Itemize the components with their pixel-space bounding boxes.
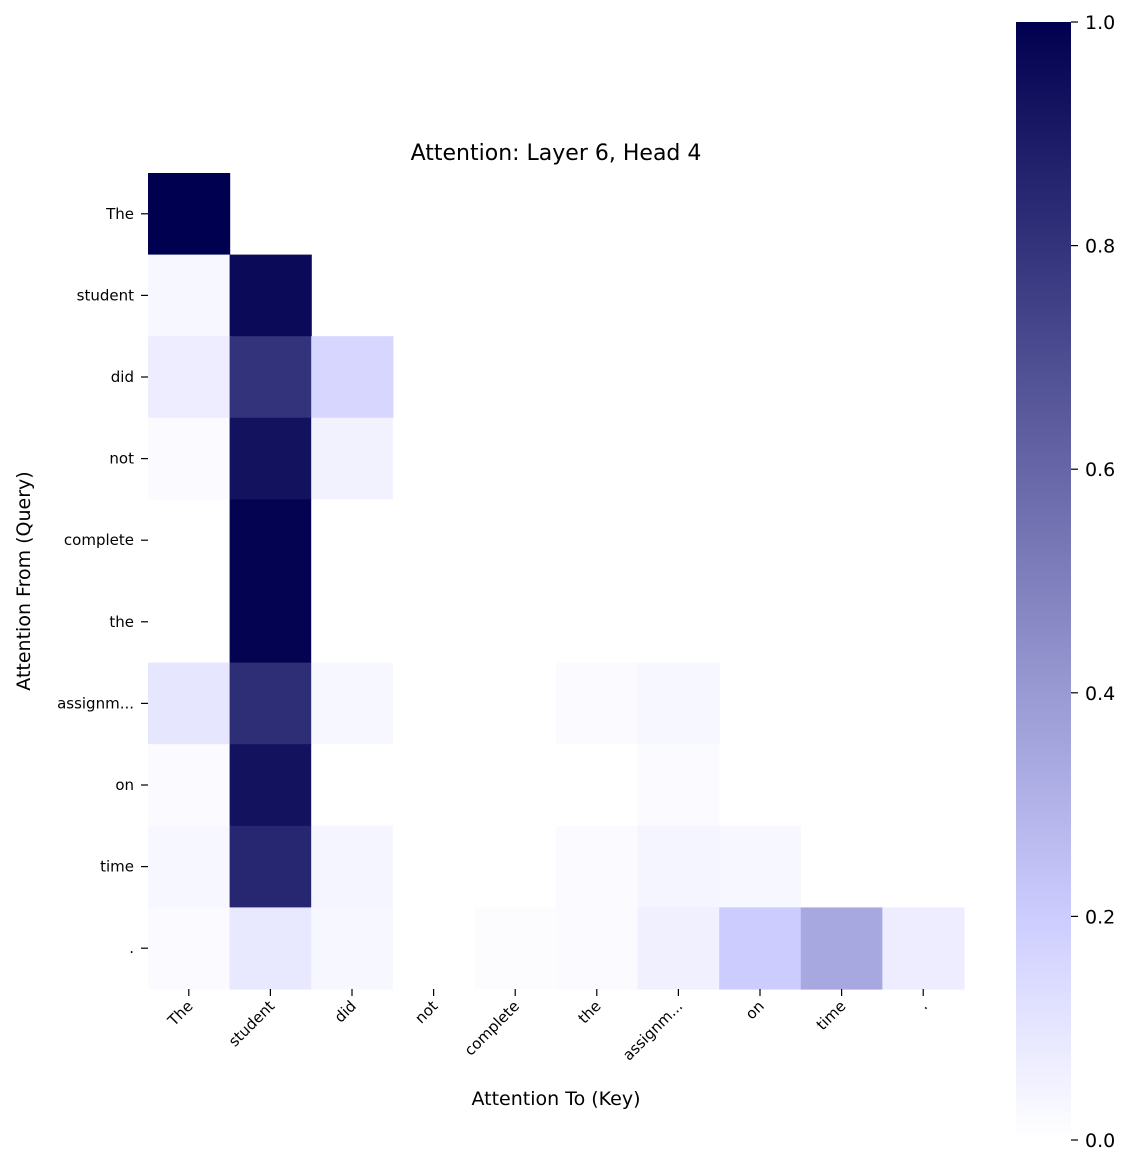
heatmap-cell <box>148 336 231 419</box>
y-tick-label: on <box>115 776 134 794</box>
heatmap-cell <box>148 581 231 664</box>
heatmap-cell <box>148 173 231 256</box>
x-axis-label: Attention To (Key) <box>471 1088 640 1110</box>
heatmap-cell <box>474 662 557 745</box>
x-tick-label: did <box>331 997 360 1026</box>
heatmap-cell <box>474 907 557 990</box>
x-tick-label: student <box>225 997 278 1050</box>
heatmap-cell <box>148 662 231 745</box>
heatmap-cell <box>719 744 802 827</box>
heatmap-cell <box>392 825 475 908</box>
x-tick-label: time <box>813 997 850 1034</box>
colorbar <box>1016 22 1071 1140</box>
colorbar-tick-label: 1.0 <box>1085 12 1115 34</box>
y-tick-label: student <box>77 286 134 304</box>
heatmap-cell <box>311 662 394 745</box>
heatmap-cell <box>229 662 312 745</box>
heatmap-cell <box>800 825 883 908</box>
heatmap-cell <box>311 417 394 500</box>
y-tick-label: . <box>129 939 134 957</box>
heatmap-cell <box>556 744 639 827</box>
chart-title: Attention: Layer 6, Head 4 <box>411 141 702 166</box>
y-tick-label: did <box>111 368 134 386</box>
heatmap-cell <box>637 825 720 908</box>
heatmap-cell <box>229 417 312 500</box>
heatmap-cell <box>556 662 639 745</box>
heatmap-cell <box>229 907 312 990</box>
y-tick-label: not <box>109 450 134 468</box>
heatmap-cell <box>229 744 312 827</box>
y-tick-label: The <box>105 205 134 223</box>
heatmap-cell <box>392 417 475 500</box>
x-tick-label: the <box>574 997 604 1027</box>
heatmap-cell <box>637 744 720 827</box>
heatmap-cell <box>148 825 231 908</box>
y-axis-label: Attention From (Query) <box>13 471 35 690</box>
heatmap-cell <box>474 499 557 582</box>
x-tick-label: not <box>411 997 441 1027</box>
colorbar-tick-label: 0.2 <box>1085 906 1115 928</box>
colorbar-tick-label: 0.6 <box>1085 459 1115 481</box>
heatmap-cells <box>148 173 965 990</box>
heatmap-cell <box>474 744 557 827</box>
heatmap-cell <box>229 336 312 419</box>
heatmap-cell <box>474 825 557 908</box>
heatmap-cell <box>556 581 639 664</box>
y-tick-label: assignm... <box>57 694 134 712</box>
heatmap-cell <box>148 499 231 582</box>
heatmap-cell <box>229 581 312 664</box>
heatmap-cell <box>311 499 394 582</box>
heatmap-cell <box>637 662 720 745</box>
heatmap-cell <box>311 907 394 990</box>
heatmap-cell <box>311 336 394 419</box>
heatmap-cell <box>148 417 231 500</box>
heatmap-cell <box>556 825 639 908</box>
heatmap-cell <box>392 581 475 664</box>
x-tick-label: assignm... <box>619 997 686 1064</box>
heatmap-cell <box>311 825 394 908</box>
heatmap-cell <box>556 907 639 990</box>
heatmap-cell <box>229 825 312 908</box>
heatmap-cell <box>719 907 802 990</box>
colorbar-ticks: 0.0 0.2 0.4 0.6 0.8 1.0 <box>1071 12 1115 1152</box>
y-tick-label: complete <box>64 531 134 549</box>
heatmap-cell <box>882 907 965 990</box>
x-tick-label: The <box>163 997 196 1030</box>
heatmap-cell <box>392 662 475 745</box>
heatmap-cell <box>148 254 231 337</box>
heatmap-cell <box>148 744 231 827</box>
heatmap-cell <box>392 499 475 582</box>
heatmap-cell <box>392 907 475 990</box>
colorbar-tick-label: 0.4 <box>1085 683 1115 705</box>
y-tick-label: time <box>100 858 134 876</box>
colorbar-tick-label: 0.0 <box>1085 1130 1115 1152</box>
heatmap-cell <box>229 254 312 337</box>
heatmap-cell <box>474 581 557 664</box>
heatmap-cell <box>148 907 231 990</box>
x-axis-ticks: The student did not complete the assignm... on t… <box>163 989 931 1064</box>
x-tick-label: complete <box>461 997 523 1059</box>
heatmap-cell <box>229 499 312 582</box>
x-tick-label: . <box>915 997 931 1013</box>
heatmap-cell <box>311 744 394 827</box>
colorbar-tick-label: 0.8 <box>1085 236 1115 258</box>
heatmap-cell <box>311 581 394 664</box>
heatmap-cell <box>719 825 802 908</box>
heatmap-cell <box>800 907 883 990</box>
y-axis-ticks: The student did not complete the assignm... on t… <box>57 205 148 957</box>
x-tick-label: on <box>742 997 768 1023</box>
y-tick-label: the <box>109 613 134 631</box>
heatmap-cell <box>392 744 475 827</box>
heatmap-cell <box>637 907 720 990</box>
